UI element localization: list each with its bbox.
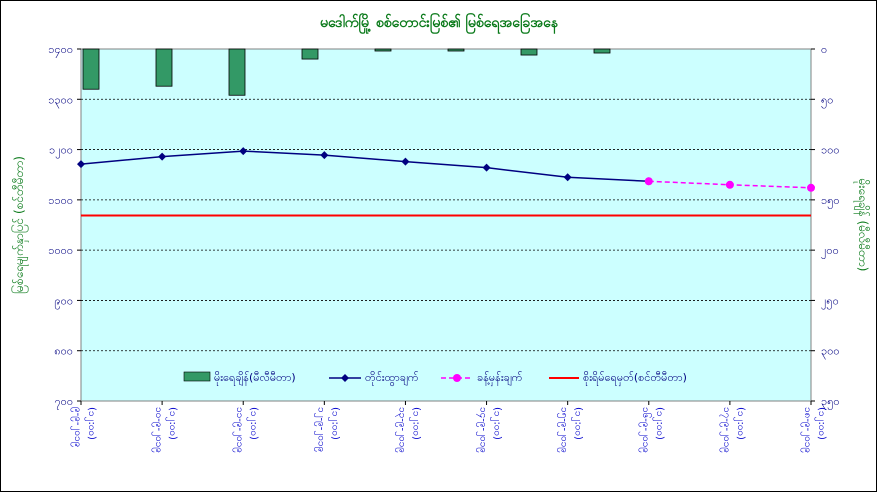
- plot-area: [80, 48, 812, 402]
- x-tick-label: ၁၄-၉-၂၀၁၉: [476, 407, 489, 453]
- x-tick-label: (၁၂:၀၀): [246, 407, 259, 440]
- observed-line: [80, 150, 649, 183]
- observed-point: [320, 151, 329, 160]
- left-tick-label: ၁၄၀၀: [48, 43, 73, 58]
- legend-observed-marker: [341, 374, 349, 382]
- rainfall-bars: [82, 48, 611, 96]
- right-tick-label: ၃၀၀: [821, 345, 840, 360]
- left-tick-label: ၁၂၀၀: [49, 144, 73, 159]
- rainfall-bar: [301, 48, 319, 60]
- x-tick-label: (၁၂:၀၀): [733, 407, 746, 440]
- left-tick-label: ၉၀၀: [54, 294, 73, 309]
- rainfall-bar: [520, 48, 538, 56]
- y-axis-right-title: မိုးရေချိန် (မီလီမီတာ): [853, 179, 871, 272]
- forecast-point: [644, 177, 653, 186]
- x-tick-label: ၁၀-၉-၂၀၁၉: [151, 407, 164, 453]
- right-tick-label: ၀: [821, 43, 827, 56]
- observed-point: [401, 157, 410, 166]
- x-axis-ticks: ၉-၉-၂၀၁၉ (၁၂:၀၀) ၁၀-၉-၂၀၁၉ (၁၂:၀၀) ၁၁-၉-၂၀၁၉…: [70, 401, 827, 453]
- rainfall-bar: [593, 48, 611, 54]
- legend-danger-label: စိုးရိမ်ရေမှတ်(စင်တီမီတာ): [583, 371, 687, 386]
- x-tick-label: ၁၂-၉-၂၀၁၉: [313, 407, 326, 452]
- rainfall-bar: [447, 48, 465, 52]
- x-tick-label: ၁၅-၉-၂၀၁၉: [557, 407, 570, 453]
- left-tick-label: ၈၀၀: [54, 345, 73, 358]
- left-tick-label: ၁၃၀၀: [48, 93, 73, 108]
- x-tick-label: (၁၂:၀၀): [490, 407, 503, 440]
- left-tick-label: ၁၁၀၀: [48, 194, 73, 207]
- legend-forecast-marker: [453, 374, 461, 382]
- rainfall-bar: [374, 48, 392, 52]
- right-tick-label: ၁၀၀: [821, 144, 840, 157]
- x-tick-label: ၁၈-၉-၂၀၁၉: [800, 407, 813, 453]
- x-tick-label: (၁၂:၀၀): [571, 407, 584, 440]
- right-tick-label: ၅၀: [821, 93, 833, 108]
- series-lines: [77, 147, 815, 217]
- grid-lines: [81, 98, 811, 352]
- x-tick-label: ၁၆-၉-၂၀၁၉: [638, 407, 653, 453]
- x-tick-label: (၁၂:၀၀): [652, 407, 665, 440]
- x-tick-label: ၁၃-၉-၂၀၁၉: [394, 407, 407, 453]
- observed-point: [77, 160, 85, 169]
- observed-point: [563, 173, 572, 182]
- rainfall-bar: [155, 48, 173, 87]
- x-tick-label: (၁၂:၀၀): [165, 407, 178, 440]
- chart-title: မဒေါက်မြို့ စစ်တောင်းမြစ်၏ မြစ်ရေအခြေအနေ: [320, 13, 559, 34]
- legend-rain-swatch: [183, 371, 211, 382]
- observed-point: [482, 163, 491, 172]
- rainfall-bar: [82, 48, 100, 90]
- y-axis-left-title: မြစ်ရေမျက်နှာပြင် (စင်တီမီတာ): [10, 156, 29, 294]
- x-tick-label: (၁၂:၀၀): [408, 407, 421, 440]
- forecast-point: [725, 180, 734, 189]
- left-tick-label: ၁၀၀၀: [48, 244, 73, 257]
- right-tick-label: ၂၅၀: [821, 294, 839, 309]
- right-tick-label: ၁၅၀: [821, 194, 840, 209]
- x-tick-label: ၉-၉-၂၀၁၉: [70, 407, 83, 447]
- x-tick-label: ၁၁-၉-၂၀၁၉: [232, 407, 245, 453]
- legend-rain-label: မိုးရေချိန်(မီလီမီတာ): [214, 371, 296, 386]
- x-tick-label: (၁၂:၀၀): [84, 407, 97, 440]
- left-tick-label: ၇၀၀: [54, 395, 73, 410]
- right-tick-label: ၂၀၀: [821, 244, 839, 259]
- observed-point: [239, 147, 248, 156]
- legend-forecast-label: ခန့်မှန်းချက်: [477, 371, 523, 386]
- legend-observed-label: တိုင်းထွာချက်: [365, 371, 419, 386]
- x-tick-label: ၁၇-၉-၂၀၁၉: [719, 407, 732, 453]
- observed-point: [158, 152, 167, 161]
- x-tick-label: (၁၂:၀၀): [327, 407, 340, 440]
- forecast-point: [807, 183, 815, 192]
- x-tick-label: (၁၂:၀၀): [814, 407, 827, 440]
- right-tick-label: ၃၅၀: [821, 395, 840, 410]
- rainfall-bar: [228, 48, 246, 96]
- legend: မိုးရေချိန်(မီလီမီတာ) တိုင်းထွာချက် ခန့်မှ…: [183, 371, 687, 386]
